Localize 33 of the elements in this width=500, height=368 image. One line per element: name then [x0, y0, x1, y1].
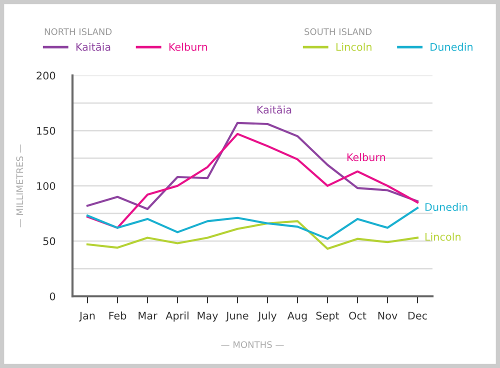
y-tick-label: 150 — [37, 126, 56, 135]
legend-label: Lincoln — [336, 42, 372, 51]
x-axis-title: — MONTHS — — [221, 341, 284, 348]
text: SOUTH ISLAND — [304, 28, 372, 36]
x-tick-label: April — [166, 312, 188, 322]
x-tick-label: Jan — [78, 312, 95, 322]
annotation: Lincoln — [425, 232, 460, 241]
x-tick-label: Aug — [287, 312, 307, 322]
x-tick-label: Dec — [408, 312, 427, 320]
x-tick-label: Feb — [109, 312, 126, 320]
legend-label: Kelburn — [169, 42, 208, 51]
annotation: Dunedin — [425, 202, 468, 211]
x-tick-label: Sept — [316, 312, 340, 322]
x-tick-label: Mar — [138, 312, 158, 320]
line-series — [86, 220, 419, 250]
x-tick-label: July — [258, 312, 277, 322]
y-tick-label: 100 — [37, 182, 56, 190]
y-tick-label: 200 — [36, 72, 56, 80]
y-axis-title: — MILLIMETRES — — [16, 144, 24, 228]
x-tick-label: Nov — [378, 312, 398, 320]
x-tick-label: June — [226, 312, 248, 322]
x-tick-label: Oct — [349, 312, 366, 320]
line-series — [86, 122, 419, 210]
y-tick-label: 0 — [50, 292, 56, 300]
text: NORTH ISLAND — [44, 28, 112, 36]
line-series — [86, 132, 419, 229]
line-series — [86, 206, 419, 240]
legend-label: Kaitāia — [76, 42, 110, 51]
annotation: Kaitāia — [257, 106, 292, 114]
x-tick-label: May — [198, 312, 218, 322]
y-tick-label: 50 — [43, 237, 56, 246]
legend-label: Dunedin — [430, 42, 472, 51]
annotation: Kelburn — [347, 153, 386, 162]
